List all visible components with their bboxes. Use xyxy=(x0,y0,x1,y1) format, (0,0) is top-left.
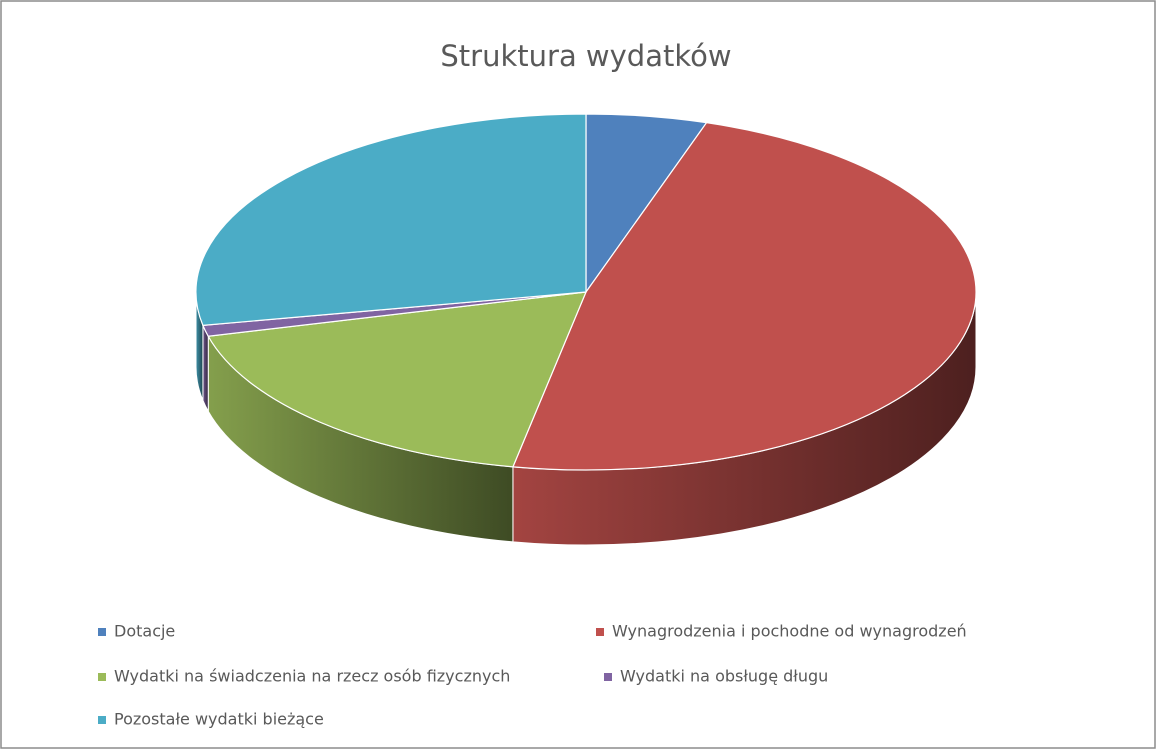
legend-label: Wydatki na obsługę długu xyxy=(620,667,828,686)
legend-label: Pozostałe wydatki bieżące xyxy=(114,710,324,729)
legend-swatch xyxy=(98,673,106,681)
legend-swatch xyxy=(596,628,604,636)
slice xyxy=(195,113,587,326)
legend-label: Wynagrodzenia i pochodne od wynagrodzeń xyxy=(612,622,967,641)
slice xyxy=(207,291,587,468)
slice-side xyxy=(202,325,209,414)
legend-swatch xyxy=(98,628,106,636)
legend-swatch xyxy=(98,716,106,724)
chart-title: Struktura wydatków xyxy=(440,39,731,73)
legend-swatch xyxy=(604,673,612,681)
legend-label: Wydatki na świadczenia na rzecz osób fiz… xyxy=(114,667,510,686)
legend-label: Dotacje xyxy=(114,622,175,641)
slice xyxy=(512,122,977,471)
